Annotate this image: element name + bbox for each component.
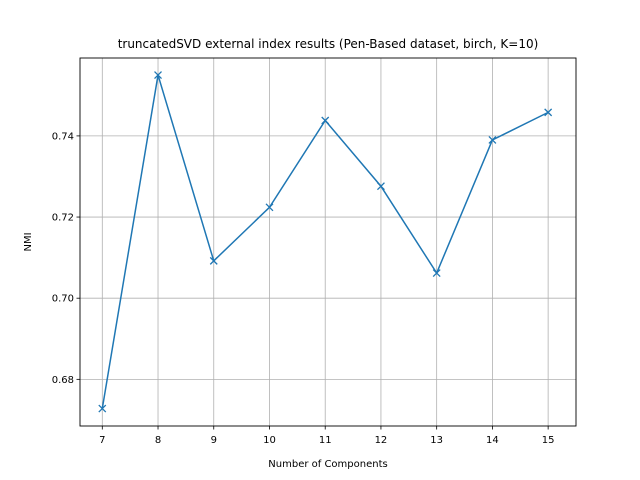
data-point-marker <box>209 256 218 265</box>
marker-stroke <box>321 116 330 125</box>
series-layer <box>98 71 553 413</box>
y-tick-label: 0.72 <box>52 213 74 224</box>
marker-stroke <box>154 71 162 80</box>
chart-title: truncatedSVD external index results (Pen… <box>118 37 539 51</box>
x-tick-label: 10 <box>263 435 276 446</box>
y-tick-label: 0.74 <box>52 131 74 142</box>
data-point-marker <box>321 116 330 125</box>
marker-stroke <box>98 404 107 413</box>
y-tick-label: 0.68 <box>52 375 74 386</box>
y-tick-label: 0.70 <box>52 294 74 305</box>
marker-stroke <box>544 108 553 117</box>
x-tick-label: 12 <box>375 435 388 446</box>
data-point-marker <box>376 182 385 191</box>
x-axis-label: Number of Components <box>268 459 387 470</box>
data-point-marker <box>154 71 162 80</box>
x-tick-label: 9 <box>211 435 217 446</box>
x-tick-label: 14 <box>486 435 499 446</box>
marker-stroke <box>488 135 497 144</box>
marker-stroke <box>209 256 218 265</box>
grid <box>80 58 576 426</box>
data-point-marker <box>98 404 107 413</box>
y-axis-label: NMI <box>23 232 34 251</box>
x-tick-label: 15 <box>542 435 555 446</box>
x-tick-label: 7 <box>99 435 105 446</box>
data-point-marker <box>544 108 553 117</box>
data-point-marker <box>488 135 497 144</box>
x-tick-label: 13 <box>430 435 443 446</box>
axis-ticks: 7 8 9 10 11 12 13 14 15 0.68 0.70 0.72 0.74 <box>52 131 555 446</box>
plot-area-frame <box>79 57 577 427</box>
data-point-marker <box>432 269 441 277</box>
data-point-marker <box>265 203 274 212</box>
x-tick-label: 8 <box>155 435 161 446</box>
marker-stroke <box>376 182 385 191</box>
marker-stroke <box>432 269 441 277</box>
marker-stroke <box>265 203 274 212</box>
x-tick-label: 11 <box>319 435 332 446</box>
